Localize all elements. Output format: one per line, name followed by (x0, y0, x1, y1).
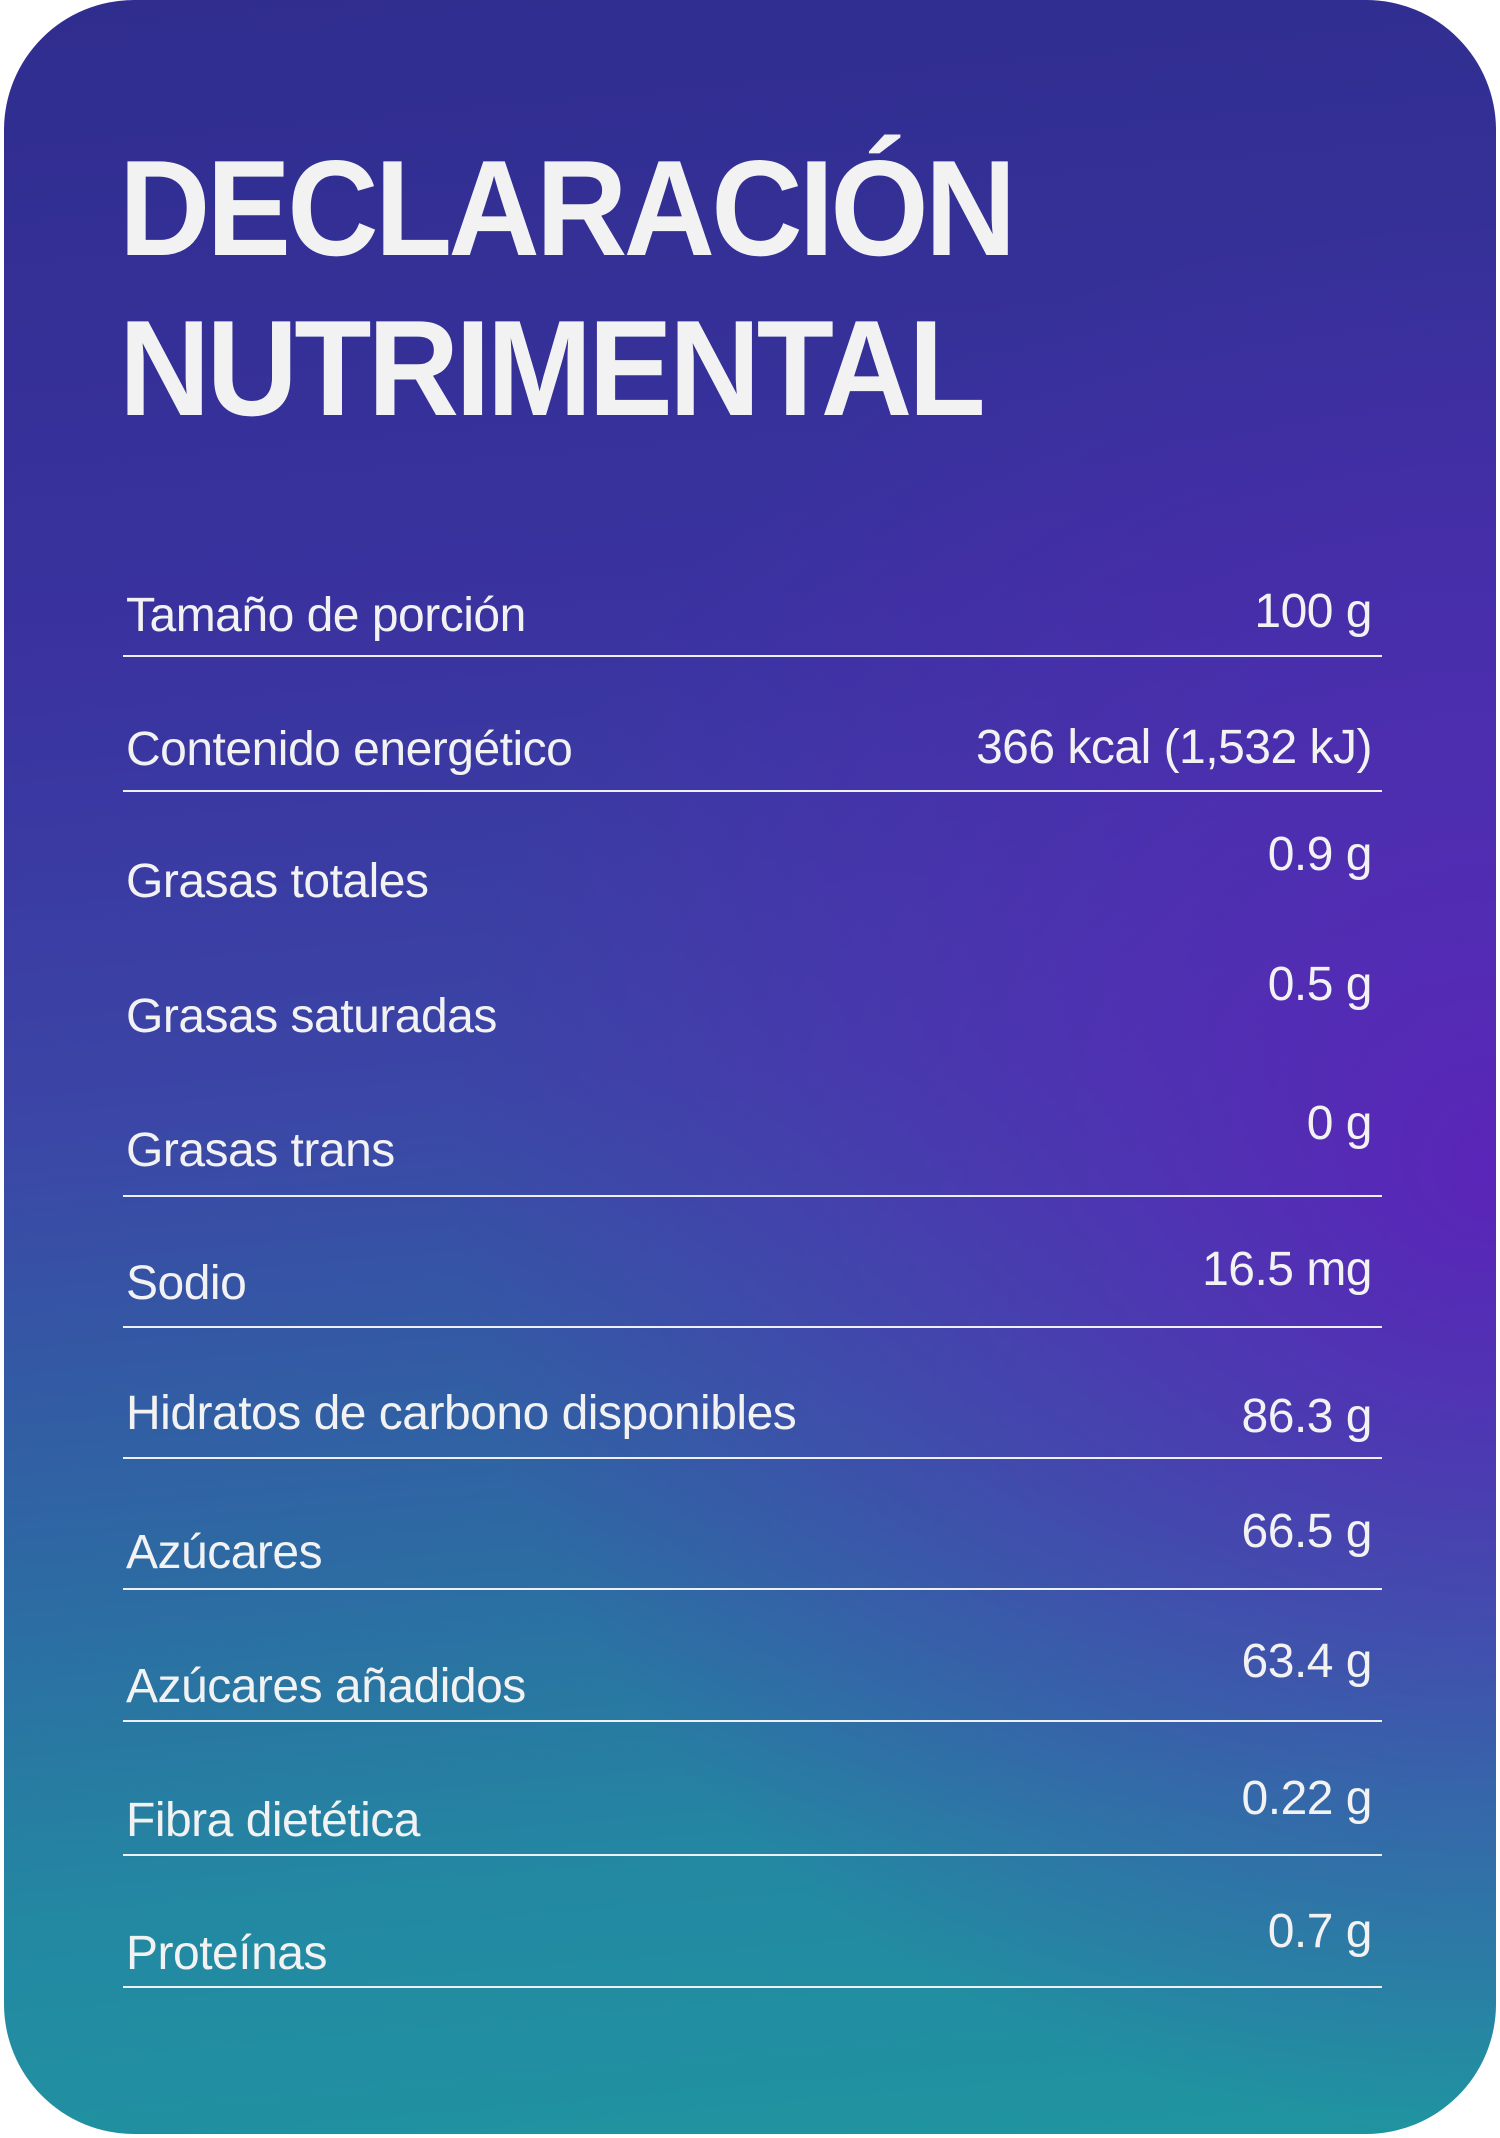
title-line-2: NUTRIMENTAL (119, 292, 986, 444)
row-value: 0.9 g (1267, 828, 1373, 881)
row-value: 63.4 g (1241, 1635, 1373, 1688)
row-value: 0 g (1306, 1097, 1373, 1150)
title-line-1: DECLARACIÓN (119, 132, 1016, 284)
row-value: 16.5 mg (1202, 1243, 1372, 1296)
divider (123, 1986, 1382, 1988)
nutrition-card: DECLARACIÓN NUTRIMENTAL Tamaño de porció… (4, 0, 1496, 2134)
row-label: Fibra dietética (126, 1794, 420, 1847)
row-value: 66.5 g (1241, 1505, 1373, 1558)
row-label: Azúcares añadidos (126, 1660, 526, 1713)
row-value: 100 g (1254, 585, 1372, 638)
row-label: Grasas saturadas (126, 990, 497, 1043)
row-label: Sodio (126, 1257, 247, 1310)
row-value: 0.7 g (1267, 1905, 1373, 1958)
divider (123, 1326, 1382, 1328)
divider (123, 790, 1382, 792)
row-value: 0.22 g (1241, 1772, 1373, 1825)
row-label: Proteínas (126, 1927, 327, 1980)
divider (123, 1195, 1382, 1197)
row-label: Grasas trans (126, 1124, 395, 1177)
divider (123, 1720, 1382, 1722)
row-value: 366 kcal (1,532 kJ) (975, 721, 1373, 774)
divider (123, 655, 1382, 657)
row-label: Hidratos de carbono disponibles (126, 1387, 797, 1440)
divider (123, 1588, 1382, 1590)
row-label: Grasas totales (126, 855, 429, 908)
row-label: Contenido energético (126, 723, 573, 776)
row-value: 86.3 g (1241, 1390, 1373, 1443)
divider (123, 1457, 1382, 1459)
row-value: 0.5 g (1267, 958, 1373, 1011)
row-label: Azúcares (126, 1526, 323, 1579)
divider (123, 1854, 1382, 1856)
row-label: Tamaño de porción (126, 589, 526, 642)
